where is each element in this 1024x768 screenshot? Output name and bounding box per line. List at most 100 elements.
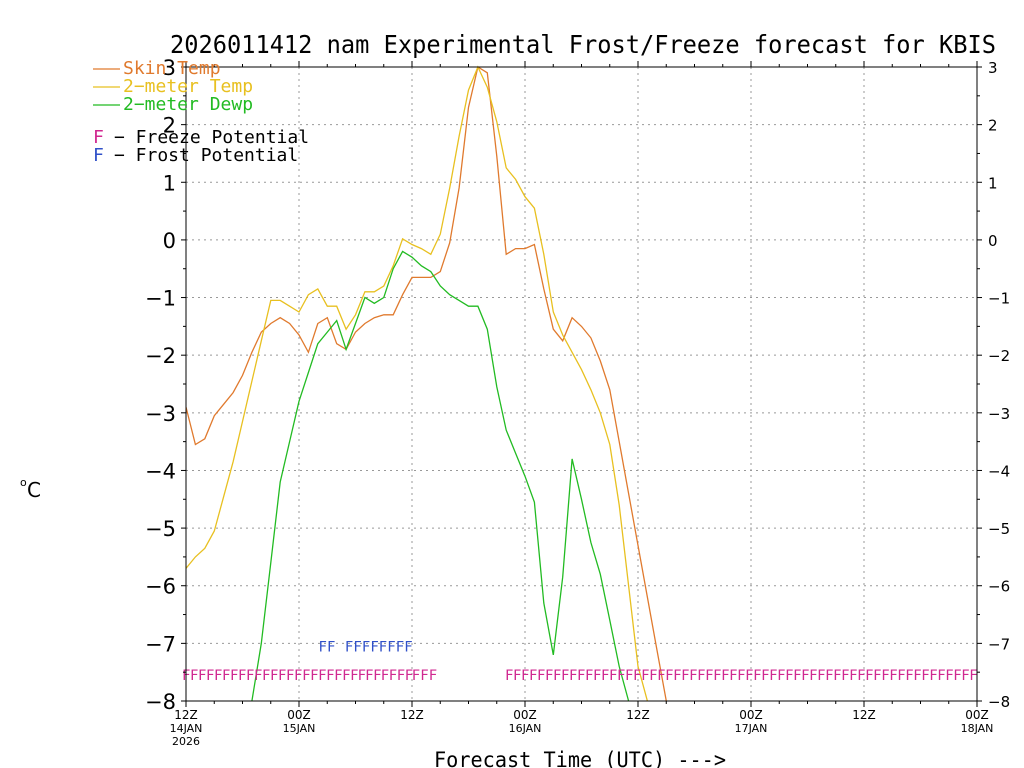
freeze-potential-flag: F xyxy=(745,668,753,684)
freeze-potential-flag: F xyxy=(206,668,214,684)
freeze-potential-flag: F xyxy=(673,668,681,684)
axes: −8 −8 −7 −7 −6 −6 −5 −5 −4 −4 −3 −3 −2 −2 −1 −1 0 0 1 1 2 2 3 3… xyxy=(145,56,1010,748)
freeze-potential-flag: F xyxy=(521,668,529,684)
freeze-potential-flag: F xyxy=(420,668,428,684)
freeze-potential-flag: F xyxy=(665,668,673,684)
freeze-potential-flag: F xyxy=(681,668,689,684)
frost-potential-flag: F xyxy=(362,639,370,655)
y-tick-label-right: −3 xyxy=(988,405,1010,423)
freeze-potential-flag: F xyxy=(729,668,737,684)
freeze-potential-flag: F xyxy=(905,668,913,684)
y-tick-label-right: −1 xyxy=(988,290,1010,308)
legend-item: Skin Temp xyxy=(123,58,221,79)
freeze-potential-flag: F xyxy=(961,668,969,684)
freeze-potential-flag: F xyxy=(198,668,206,684)
x-tick-date: 15JAN xyxy=(283,722,316,735)
y-tick-label: 1 xyxy=(163,171,176,195)
y-tick-label: −3 xyxy=(145,402,176,426)
freeze-potential-flag: F xyxy=(929,668,937,684)
frost-potential-flag: F xyxy=(379,639,387,655)
freeze-potential-flag: F xyxy=(569,668,577,684)
freeze-potential-flag: F xyxy=(889,668,897,684)
freeze-potential-flag: F xyxy=(246,668,254,684)
freeze-potential-flag: F xyxy=(537,668,545,684)
legend-potential-label: − Freeze Potential xyxy=(114,127,309,148)
frost-potential-flag: F xyxy=(319,639,327,655)
freeze-potential-flag: F xyxy=(529,668,537,684)
freeze-potential-flag: F xyxy=(334,668,342,684)
frost-potential-flag: F xyxy=(353,639,361,655)
freeze-potential-flag: F xyxy=(553,668,561,684)
freeze-potential-flag: F xyxy=(785,668,793,684)
y-tick-label: −6 xyxy=(145,575,176,599)
freeze-potential-flag: F xyxy=(429,668,437,684)
freeze-potential-flag: F xyxy=(310,668,318,684)
x-tick-time: 12Z xyxy=(626,708,650,722)
freeze-potential-flag: F xyxy=(326,668,334,684)
x-tick-year: 2026 xyxy=(172,735,200,748)
freeze-potential-flag: F xyxy=(857,668,865,684)
freeze-potential-flag: F xyxy=(593,668,601,684)
freeze-potential-flag: F xyxy=(865,668,873,684)
freeze-potential-flag: F xyxy=(833,668,841,684)
freeze-potential-flag: F xyxy=(350,668,358,684)
freeze-potential-flag: F xyxy=(513,668,521,684)
freeze-potential-flag: F xyxy=(897,668,905,684)
y-tick-label: −1 xyxy=(145,287,176,311)
freeze-potential-flag: F xyxy=(633,668,641,684)
freeze-potential-flag: F xyxy=(657,668,665,684)
legend-item: 2−meter Dewp xyxy=(123,94,253,115)
x-axis-label: Forecast Time (UTC) ---> xyxy=(434,748,726,768)
freeze-potential-flag: F xyxy=(809,668,817,684)
freeze-potential-flag: F xyxy=(609,668,617,684)
freeze-potential-flag: F xyxy=(753,668,761,684)
freeze-potential-flag: F xyxy=(238,668,246,684)
x-tick-date: 14JAN xyxy=(170,722,203,735)
freeze-potential-flag: F xyxy=(190,668,198,684)
y-tick-label: −7 xyxy=(145,632,176,656)
freeze-potential-flag: F xyxy=(577,668,585,684)
freeze-potential-flag: F xyxy=(617,668,625,684)
freeze-potential-flag: F xyxy=(641,668,649,684)
x-tick-time: 12Z xyxy=(852,708,876,722)
freeze-potential-flag: F xyxy=(921,668,929,684)
freeze-potential-flag: F xyxy=(689,668,697,684)
legend-item: 2−meter Temp xyxy=(123,76,253,97)
freeze-potential-flag: F xyxy=(405,668,413,684)
frost-potential-flag: F xyxy=(345,639,353,655)
y-tick-label-right: −5 xyxy=(988,520,1010,538)
freeze-potential-flag: F xyxy=(214,668,222,684)
y-tick-label: 2 xyxy=(163,114,176,138)
x-tick-date: 16JAN xyxy=(509,722,542,735)
freeze-potential-flag: F xyxy=(286,668,294,684)
freeze-potential-flag: F xyxy=(585,668,593,684)
y-tick-label: 3 xyxy=(163,56,176,80)
freeze-potential-flag: F xyxy=(825,668,833,684)
x-tick-time: 12Z xyxy=(400,708,424,722)
freeze-potential-flag: F xyxy=(389,668,397,684)
y-tick-label-right: 0 xyxy=(988,232,998,250)
freeze-potential-flag: F xyxy=(649,668,657,684)
freeze-potential-flag: F xyxy=(817,668,825,684)
x-tick-time: 00Z xyxy=(739,708,763,722)
freeze-potential-flag: F xyxy=(358,668,366,684)
freeze-potential-flag: F xyxy=(254,668,262,684)
x-tick-time: 00Z xyxy=(965,708,989,722)
freeze-potential-flag: F xyxy=(801,668,809,684)
freeze-potential-flag: F xyxy=(873,668,881,684)
freeze-potential-flag: F xyxy=(561,668,569,684)
freeze-potential-flag: F xyxy=(761,668,769,684)
y-tick-label-right: −8 xyxy=(988,693,1010,711)
frost-potential-flag: F xyxy=(396,639,404,655)
freeze-potential-flag: F xyxy=(937,668,945,684)
x-tick-time: 00Z xyxy=(513,708,537,722)
freeze-potential-flag: F xyxy=(222,668,230,684)
x-tick-date: 18JAN xyxy=(961,722,994,735)
freeze-potential-flag: F xyxy=(342,668,350,684)
freeze-potential-flag: F xyxy=(262,668,270,684)
y-tick-label-right: −4 xyxy=(988,462,1010,480)
freeze-potential-flag: F xyxy=(777,668,785,684)
freeze-potential-flag: F xyxy=(397,668,405,684)
